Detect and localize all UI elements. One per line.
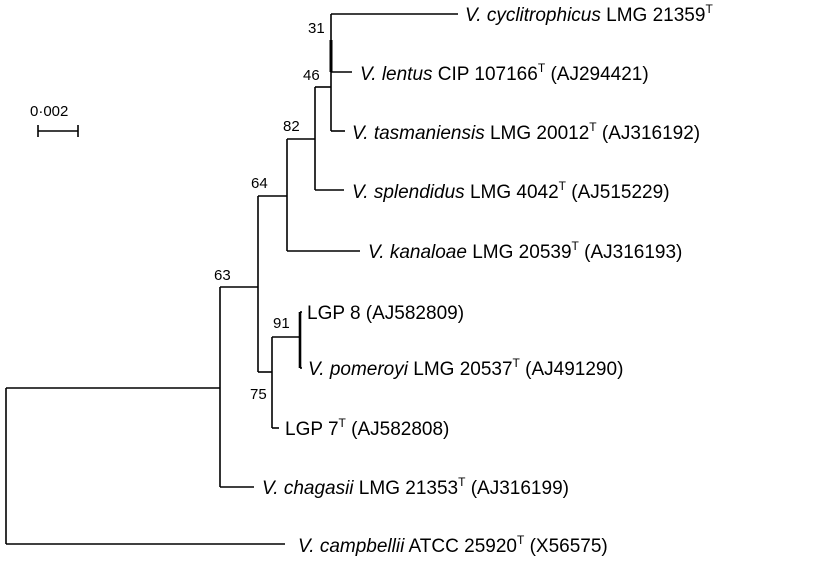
leaf-accession: (AJ582808) [346,419,450,440]
leaf-species: V. cyclitrophicus [465,5,601,26]
leaf-accession: (AJ316192) [597,123,701,144]
bootstrap-label: 64 [251,175,268,192]
leaf-label-pomeroyi: V. pomeroyi LMG 20537T (AJ491290) [308,356,623,380]
bootstrap-values: 31 46 82 64 63 91 75 [214,20,325,403]
leaf-accession: (AJ515229) [566,182,670,203]
leaf-label-lentus: V. lentus CIP 107166T (AJ294421) [360,61,649,85]
bootstrap-label: 46 [303,67,320,84]
leaf-strain: ATCC 25920 [404,536,517,557]
leaf-accession: (AJ491290) [520,359,624,380]
leaf-label-kanaloae: V. kanaloae LMG 20539T (AJ316193) [368,239,682,263]
leaf-type-mark: T [339,416,347,430]
leaf-accession: (AJ316193) [579,242,683,263]
leaf-strain: LGP 8 (AJ582809) [307,303,464,324]
leaf-accession: (AJ316199) [465,478,569,499]
leaf-species: V. kanaloae [368,242,467,263]
leaf-label-lgp7: LGP 7T (AJ582808) [285,416,449,440]
leaf-species: V. chagasii [262,478,354,499]
bootstrap-label: 63 [214,267,231,284]
tree-branches [5,13,458,545]
bootstrap-label: 82 [283,118,300,135]
leaf-type-mark: T [589,120,597,134]
scale-bar-label: 0·002 [30,103,68,120]
leaf-species: V. splendidus [352,182,465,203]
leaf-label-tasmaniensis: V. tasmaniensis LMG 20012T (AJ316192) [352,120,700,144]
leaf-strain: CIP 107166 [433,64,538,85]
leaf-strain: LGP 7 [285,419,339,440]
leaf-label-cyclitrophicus: V. cyclitrophicus LMG 21359T [465,2,713,26]
leaf-type-mark: T [572,239,580,253]
leaf-type-mark: T [559,179,567,193]
bootstrap-label: 91 [273,315,290,332]
leaf-strain: LMG 21359 [601,5,706,26]
leaf-label-campbellii: V. campbellii ATCC 25920T (X56575) [298,533,608,557]
leaf-label-chagasii: V. chagasii LMG 21353T (AJ316199) [262,475,569,499]
leaf-type-mark: T [513,356,521,370]
leaf-strain: LMG 20539 [467,242,572,263]
leaf-type-mark: T [538,61,546,75]
leaf-strain: LMG 20012 [485,123,590,144]
bootstrap-label: 31 [308,20,325,37]
leaf-type-mark: T [458,475,466,489]
scale-bar: 0·002 [30,103,79,137]
leaf-label-splendidus: V. splendidus LMG 4042T (AJ515229) [352,179,670,203]
leaf-label-lgp8: LGP 8 (AJ582809) [307,303,464,324]
leaf-strain: LMG 4042 [465,182,559,203]
leaf-strain: LMG 21353 [354,478,459,499]
leaf-strain: LMG 20537 [408,359,513,380]
leaf-species: V. campbellii [298,536,405,557]
leaf-species: V. tasmaniensis [352,123,485,144]
bootstrap-label: 75 [250,386,267,403]
leaf-species: V. pomeroyi [308,359,409,380]
leaf-accession: (AJ294421) [545,64,649,85]
leaf-accession: (X56575) [524,536,607,557]
leaf-type-mark: T [705,2,713,16]
leaf-species: V. lentus [360,64,433,85]
leaf-labels: V. cyclitrophicus LMG 21359T V. lentus C… [262,2,713,557]
leaf-type-mark: T [517,533,525,547]
